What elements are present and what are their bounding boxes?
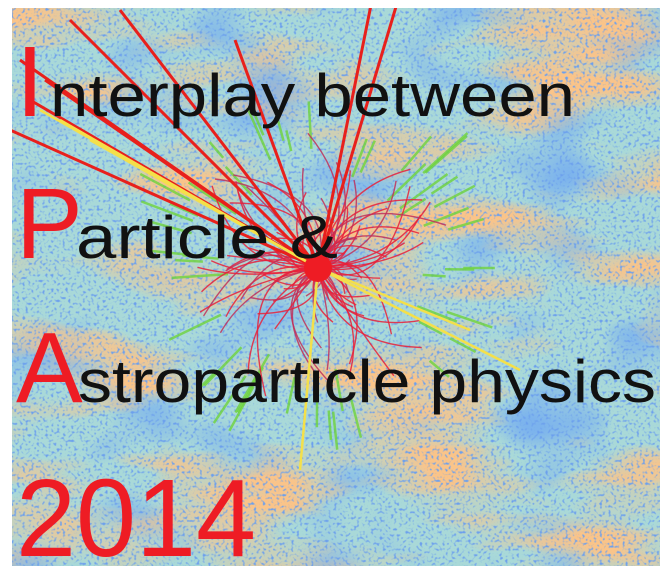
track — [317, 266, 521, 372]
line-text: stroparticle physics — [78, 348, 656, 415]
track — [224, 165, 253, 196]
track — [219, 267, 319, 334]
track — [399, 172, 449, 210]
track — [327, 410, 333, 440]
track — [44, 78, 319, 270]
initial: P — [16, 168, 83, 280]
track — [140, 200, 194, 222]
track — [298, 267, 320, 471]
particle-tracks — [12, 8, 521, 471]
track — [89, 138, 319, 270]
track — [317, 180, 397, 269]
track — [233, 39, 320, 269]
track — [12, 129, 319, 270]
track — [430, 175, 459, 195]
track — [169, 202, 199, 218]
track — [349, 397, 363, 439]
track — [428, 359, 450, 378]
track — [168, 313, 222, 341]
track — [423, 206, 470, 227]
track — [234, 373, 259, 414]
track — [285, 377, 296, 414]
track — [198, 369, 218, 389]
track — [254, 114, 265, 136]
track — [446, 310, 493, 329]
track — [334, 368, 344, 412]
track — [290, 267, 334, 387]
track — [351, 138, 368, 178]
track — [118, 9, 320, 269]
track — [236, 366, 265, 414]
track — [175, 258, 203, 263]
track — [304, 254, 332, 282]
track — [422, 273, 446, 278]
track — [150, 249, 199, 257]
track — [359, 140, 376, 174]
track — [147, 219, 192, 235]
track — [212, 375, 247, 424]
track — [187, 181, 237, 215]
track — [203, 346, 243, 387]
line-text: article & — [76, 204, 338, 271]
track — [276, 118, 285, 142]
track — [317, 266, 471, 332]
track — [400, 135, 433, 172]
initial: A — [16, 312, 83, 424]
track — [447, 217, 484, 231]
track — [246, 107, 272, 161]
line-text: nterplay between — [50, 62, 575, 129]
track — [422, 132, 469, 174]
track — [307, 101, 313, 149]
track — [171, 272, 229, 280]
track — [331, 411, 339, 450]
track — [68, 18, 320, 270]
track — [416, 305, 458, 323]
track — [247, 267, 319, 375]
year: 2014 — [16, 457, 256, 572]
track — [433, 184, 476, 209]
track — [449, 337, 477, 354]
initial: I — [16, 26, 44, 138]
track — [316, 8, 372, 269]
track — [285, 130, 293, 152]
track — [316, 8, 398, 269]
track — [208, 141, 225, 159]
track — [418, 320, 443, 336]
track — [424, 135, 468, 174]
track — [139, 172, 191, 202]
